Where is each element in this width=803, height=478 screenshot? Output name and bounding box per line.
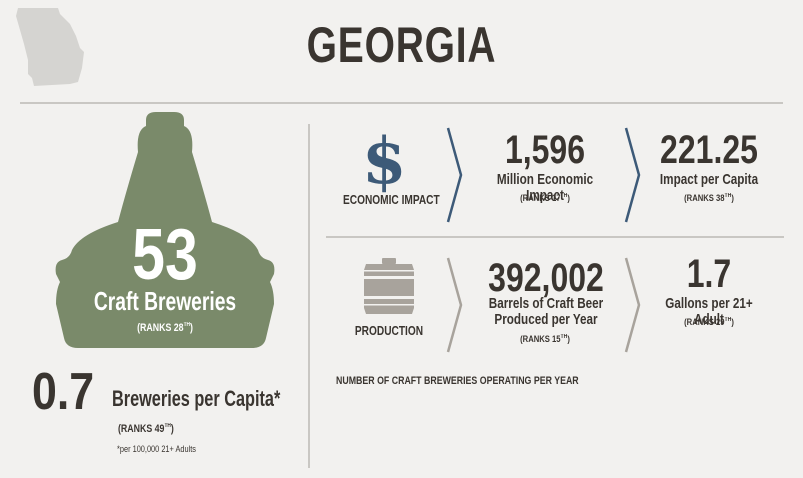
per-capita-footnote: *per 100,000 21+ Adults (117, 444, 196, 454)
economic-impact-label: ECONOMIC IMPACT (342, 192, 440, 207)
keg-icon (364, 258, 414, 314)
chevron-right-icon (446, 127, 463, 223)
production-label: PRODUCTION (354, 323, 424, 338)
economic-impact-per-capita: 221.25 (660, 128, 758, 172)
chevron-right-icon (624, 257, 641, 353)
breweries-label: Craft Breweries (93, 286, 237, 316)
breweries-per-year-footnote: NUMBER OF CRAFT BREWERIES OPERATING PER … (336, 375, 579, 387)
per-capita-value: 0.7 (32, 363, 95, 421)
production-barrels-rank: (RANKS 15TH) (520, 334, 570, 344)
production-barrels-label: Barrels of Craft Beer Produced per Year (488, 295, 604, 328)
chevron-right-icon (624, 127, 641, 223)
breweries-count: 53 (132, 215, 198, 295)
per-capita-label: Breweries per Capita* (112, 386, 281, 411)
breweries-rank: (RANKS 28TH) (137, 322, 193, 334)
horizontal-divider (326, 236, 784, 238)
georgia-map-icon (16, 8, 84, 86)
per-capita-rank: (RANKS 49TH) (118, 423, 174, 435)
economic-impact-per-capita-label: Impact per Capita (659, 171, 759, 188)
dollar-icon: $ (362, 124, 407, 199)
beer-bottle-icon (55, 112, 275, 348)
page-title: GEORGIA (306, 17, 497, 73)
chevron-right-icon (446, 257, 463, 353)
economic-impact-total-rank: (RANKS 17TH) (520, 193, 570, 203)
production-gallons-label: Gallons per 21+ Adult (665, 295, 753, 328)
production-barrels: 392,002 (488, 256, 604, 300)
economic-impact-total: 1,596 (504, 128, 586, 172)
production-gallons: 1.7 (686, 252, 732, 296)
economic-impact-per-capita-rank: (RANKS 38TH) (684, 193, 734, 203)
title-divider (20, 102, 783, 104)
economic-impact-total-label: Million Economic Impact (496, 171, 594, 204)
production-gallons-rank: (RANKS 29TH) (684, 317, 734, 327)
vertical-divider (308, 124, 310, 468)
